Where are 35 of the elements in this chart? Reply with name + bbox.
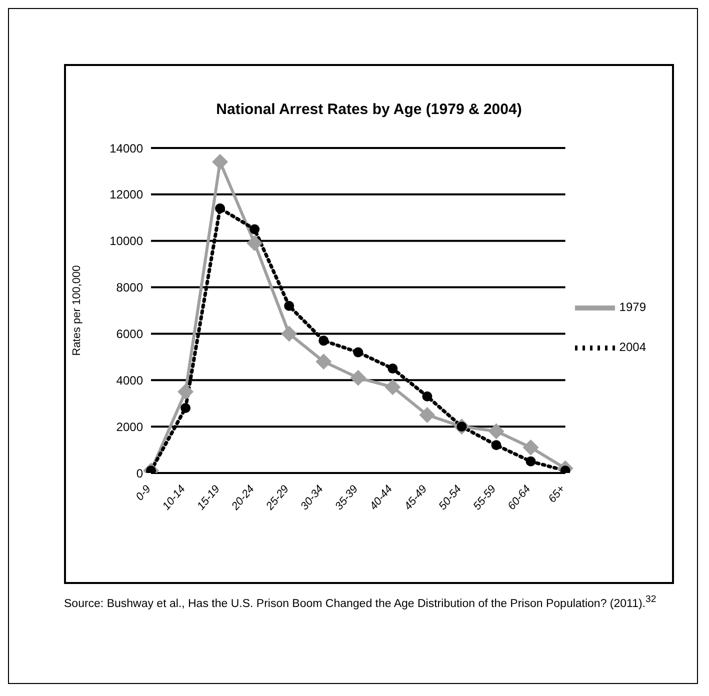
point [318, 336, 329, 346]
point [353, 347, 364, 358]
point [215, 203, 226, 214]
y-tick-label: 10000 [110, 234, 144, 248]
point [488, 423, 504, 440]
point [281, 326, 298, 342]
y-tick-label: 0 [136, 466, 144, 480]
point [419, 406, 436, 423]
y-tick-label: 4000 [116, 373, 144, 388]
legend-label: 2004 [619, 340, 646, 354]
point [526, 456, 536, 466]
point [178, 384, 194, 400]
x-tick-label: 0-9 [134, 483, 154, 504]
point [350, 370, 366, 386]
y-tick-label: 8000 [116, 280, 144, 295]
point [491, 440, 502, 450]
y-axis-title: Rates per 100,000 [70, 265, 83, 356]
point [250, 224, 260, 234]
point [284, 300, 294, 311]
y-tick-label: 2000 [116, 420, 144, 434]
point [246, 235, 263, 252]
point [522, 439, 539, 456]
point [422, 391, 432, 402]
point [388, 364, 398, 374]
point [180, 403, 191, 413]
chart-title: National Arrest Rates by Age (1979 & 2004) [215, 101, 523, 118]
y-tick-label: 12000 [110, 188, 144, 202]
point [212, 154, 228, 170]
y-tick-label: 14000 [110, 141, 144, 156]
x-tick-label: 65+ [546, 482, 568, 506]
point [384, 379, 401, 396]
legend-label: 1979 [619, 300, 646, 314]
source-note: Source: Bushway et al., Has the U.S. Prison Boom Changed the Age Distribution of the Prison Population? (2011).$^{32}$ [64, 594, 656, 610]
point [316, 354, 332, 370]
y-tick-label: 6000 [116, 326, 144, 341]
